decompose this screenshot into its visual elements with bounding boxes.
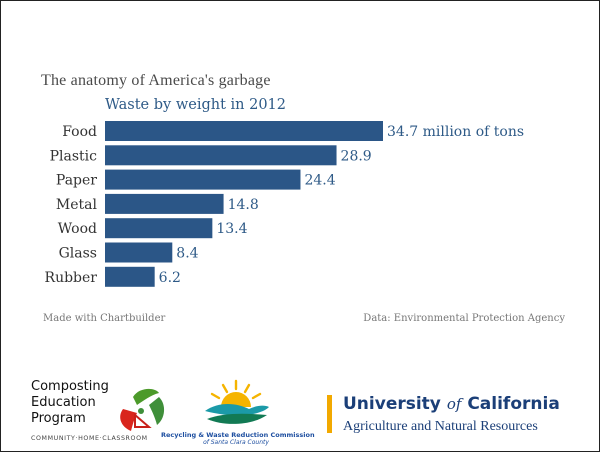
value-label-plastic: 28.9 [341,148,372,164]
chart-credit: Made with Chartbuilder [43,313,166,324]
uc-anr-logo: University of California Agriculture and… [327,393,567,443]
chart-title: The anatomy of America's garbage [41,72,271,89]
bar-chart: Food 34.7 million of tons Plastic 28.9 Paper… [45,121,524,287]
uc-logo-name: University of California [343,394,560,414]
bar-metal [105,193,224,214]
value-label-glass: 8.4 [176,246,198,262]
compost-logo-line1: Composting [31,379,109,394]
compost-logo-tagline: COMMUNITY·HOME·CLASSROOM [31,435,148,442]
category-label-paper: Paper [56,173,97,189]
recycling-commission-logo: Recycling & Waste Reduction Commission o… [161,379,315,449]
compost-leaf-icon [120,388,165,431]
category-label-plastic: Plastic [50,148,98,164]
uc-name-of: of [446,395,462,413]
data-source: Data: Environmental Protection Agency [363,313,565,324]
uc-name-university: University [343,394,441,414]
category-label-metal: Metal [56,197,98,213]
chart-subtitle: Waste by weight in 2012 [105,97,287,113]
compost-logo-line3: Program [31,411,86,426]
recycle-logo-line2: of Santa Clara County [203,439,269,446]
uc-name-california: California [467,394,560,414]
value-label-wood: 13.4 [216,221,247,237]
bar-glass [105,242,173,263]
value-label-metal: 14.8 [228,197,259,213]
value-label-rubber: 6.2 [159,270,181,286]
bar-plastic [105,145,337,166]
category-label-wood: Wood [58,221,97,237]
compost-logo-line2: Education [31,395,96,410]
sun-hills-icon [205,379,269,424]
value-label-food: 34.7 million of tons [387,124,524,140]
bar-paper [105,169,301,190]
bar-food [105,121,383,141]
bar-wood [105,218,213,239]
category-label-glass: Glass [59,246,97,262]
category-label-rubber: Rubber [45,270,98,286]
value-label-paper: 24.4 [304,173,335,189]
compost-logo-text: Composting Education Program [31,379,109,427]
bar-rubber [105,266,155,287]
uc-logo-accent-bar [327,395,332,433]
composting-education-logo: Composting Education Program COMMUNITY·H… [31,379,171,449]
recycle-logo-line1: Recycling & Waste Reduction Commission [161,431,315,439]
category-label-food: Food [62,124,97,140]
uc-logo-subtitle: Agriculture and Natural Resources [343,419,538,434]
